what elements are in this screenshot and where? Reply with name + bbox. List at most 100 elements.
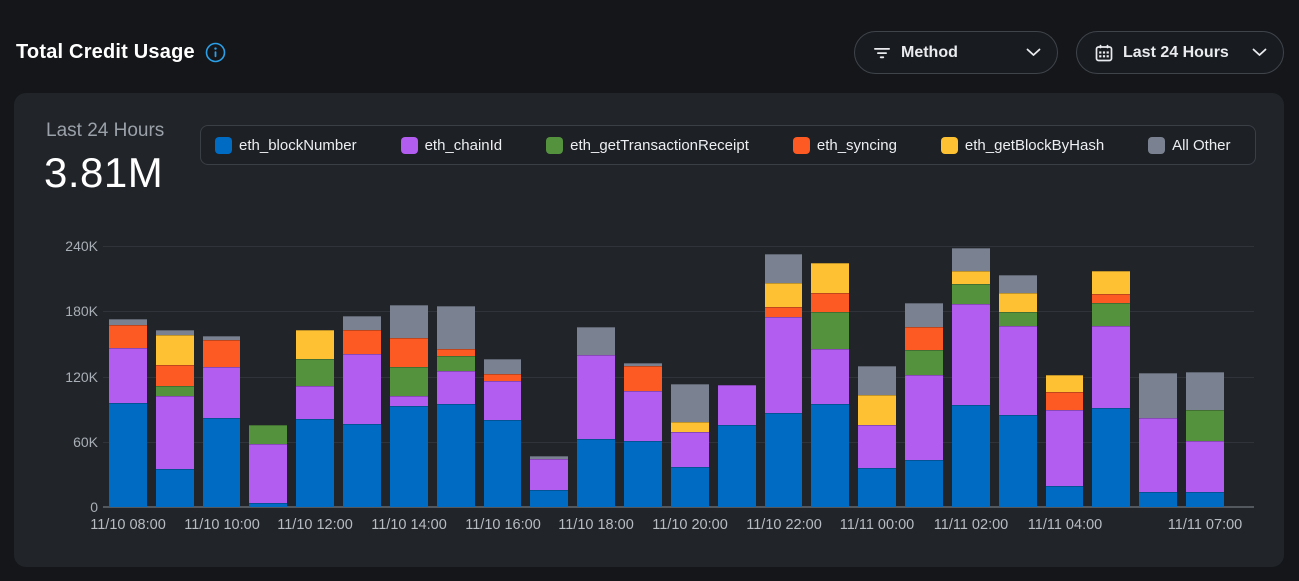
x-tick-label: 11/11 07:00 <box>1167 517 1243 533</box>
page-title: Total Credit Usage <box>16 41 195 63</box>
bar-11-10-09-00[interactable] <box>155 329 194 507</box>
legend-item-All Other[interactable]: All Other <box>1148 136 1231 154</box>
bar-11-10-17-00[interactable] <box>530 455 569 507</box>
bar-segment-All Other <box>1186 372 1224 411</box>
bar-segment-All Other <box>483 359 522 375</box>
bar-11-10-23-00[interactable] <box>811 263 850 507</box>
bar-segment-eth_syncing <box>764 306 803 317</box>
legend-item-eth_syncing[interactable]: eth_syncing <box>792 136 897 154</box>
bar-segment-eth_getTransactionReceipt <box>811 312 850 350</box>
bar-segment-eth_chainId <box>296 386 335 419</box>
y-tick-label: 240K <box>65 238 98 254</box>
bar-11-10-08-00[interactable] <box>109 318 147 507</box>
filter-icon <box>873 45 891 61</box>
bar-segment-eth_syncing <box>811 292 850 313</box>
bar-11-10-22-00[interactable] <box>764 253 803 507</box>
bar-11-10-21-00[interactable] <box>717 385 756 507</box>
legend-label: eth_syncing <box>816 136 897 154</box>
bar-11-10-13-00[interactable] <box>343 315 381 507</box>
legend-label: All Other <box>1172 136 1231 154</box>
x-tick-label: 11/10 10:00 <box>184 517 260 533</box>
bar-segment-eth_syncing <box>155 364 194 387</box>
bar-segment-eth_chainId <box>811 349 850 404</box>
bar-segment-eth_blockNumber <box>670 466 709 507</box>
bar-11-11-04-00[interactable] <box>1045 375 1084 507</box>
legend-item-eth_getTransactionReceipt[interactable]: eth_getTransactionReceipt <box>546 136 749 154</box>
info-icon[interactable] <box>205 42 226 63</box>
bar-segment-eth_blockNumber <box>905 460 943 507</box>
bar-segment-All Other <box>109 318 147 326</box>
bar-11-10-20-00[interactable] <box>670 384 709 507</box>
bar-segment-eth_getBlockByHash <box>858 395 897 426</box>
legend-swatch <box>546 136 564 154</box>
bar-segment-eth_chainId <box>436 371 475 404</box>
legend-label: eth_getBlockByHash <box>964 136 1105 154</box>
bar-11-10-16-00[interactable] <box>483 359 522 507</box>
bar-segment-All Other <box>858 365 897 396</box>
legend-label: eth_getTransactionReceipt <box>570 136 749 154</box>
bar-segment-eth_getBlockByHash <box>764 283 803 307</box>
gridline <box>103 246 1254 247</box>
bar-segment-All Other <box>951 248 990 272</box>
bar-11-11-05-00[interactable] <box>1092 271 1131 507</box>
bar-segment-eth_blockNumber <box>951 404 990 507</box>
bar-segment-eth_chainId <box>1092 326 1131 409</box>
method-filter-label: Method <box>901 43 958 61</box>
bar-segment-eth_chainId <box>530 459 569 490</box>
bar-11-10-12-00[interactable] <box>296 329 335 507</box>
x-tick-label: 11/10 16:00 <box>465 517 541 533</box>
bar-11-11-06-00[interactable] <box>1139 373 1178 507</box>
method-filter-dropdown[interactable]: Method <box>854 31 1058 74</box>
bar-segment-eth_getBlockByHash <box>155 335 194 365</box>
y-tick-label: 180K <box>65 303 98 320</box>
legend-item-eth_chainId[interactable]: eth_chainId <box>400 136 503 154</box>
bar-11-10-11-00[interactable] <box>249 425 288 507</box>
bar-segment-eth_chainId <box>1139 417 1178 492</box>
bar-segment-eth_syncing <box>436 349 475 356</box>
bar-segment-eth_chainId <box>951 303 990 405</box>
bar-segment-All Other <box>905 302 943 327</box>
page-header: Total Credit Usage Method <box>16 31 1284 74</box>
bar-11-10-19-00[interactable] <box>624 363 662 507</box>
bar-11-11-03-00[interactable] <box>998 275 1037 507</box>
time-range-label: Last 24 Hours <box>1123 43 1229 61</box>
legend-item-eth_blockNumber[interactable]: eth_blockNumber <box>215 136 357 154</box>
bar-11-10-18-00[interactable] <box>577 326 616 507</box>
bar-segment-eth_chainId <box>998 326 1037 415</box>
bar-segment-eth_blockNumber <box>343 424 381 507</box>
bar-segment-eth_blockNumber <box>296 418 335 507</box>
x-tick-label: 11/10 08:00 <box>90 517 166 533</box>
bar-11-11-01-00[interactable] <box>905 302 943 507</box>
legend-item-eth_getBlockByHash[interactable]: eth_getBlockByHash <box>940 136 1105 154</box>
x-tick-label: 11/10 18:00 <box>558 517 634 533</box>
bar-segment-eth_chainId <box>389 396 428 406</box>
bar-segment-eth_chainId <box>1045 410 1084 487</box>
bar-segment-All Other <box>1139 373 1178 418</box>
bar-segment-eth_getBlockByHash <box>951 271 990 285</box>
bar-segment-eth_blockNumber <box>577 438 616 507</box>
bar-segment-eth_getTransactionReceipt <box>1186 410 1224 441</box>
bar-11-10-14-00[interactable] <box>389 304 428 507</box>
bar-segment-eth_getBlockByHash <box>296 329 335 360</box>
bar-segment-All Other <box>577 326 616 355</box>
bar-segment-All Other <box>155 329 194 336</box>
plot-area <box>103 246 1254 508</box>
bar-11-10-15-00[interactable] <box>436 305 475 507</box>
bar-segment-eth_chainId <box>109 348 147 403</box>
chevron-down-icon <box>1026 48 1041 57</box>
legend: eth_blockNumber eth_chainId eth_getTransac… <box>200 125 1256 165</box>
bar-11-11-00-00[interactable] <box>858 365 897 507</box>
bar-11-11-02-00[interactable] <box>951 248 990 507</box>
bar-segment-eth_chainId <box>249 443 288 503</box>
time-range-dropdown[interactable]: Last 24 Hours <box>1076 31 1284 74</box>
gridline <box>103 311 1254 313</box>
chevron-down-icon <box>1252 48 1267 57</box>
bar-segment-eth_getBlockByHash <box>1045 375 1084 392</box>
bar-segment-eth_chainId <box>717 385 756 426</box>
legend-label: eth_chainId <box>424 136 503 154</box>
bar-11-10-10-00[interactable] <box>202 336 241 507</box>
bar-segment-All Other <box>998 275 1037 293</box>
x-tick-label: 11/10 22:00 <box>746 517 822 533</box>
legend-swatch <box>1148 136 1166 154</box>
bar-11-11-07-00[interactable] <box>1186 372 1224 507</box>
